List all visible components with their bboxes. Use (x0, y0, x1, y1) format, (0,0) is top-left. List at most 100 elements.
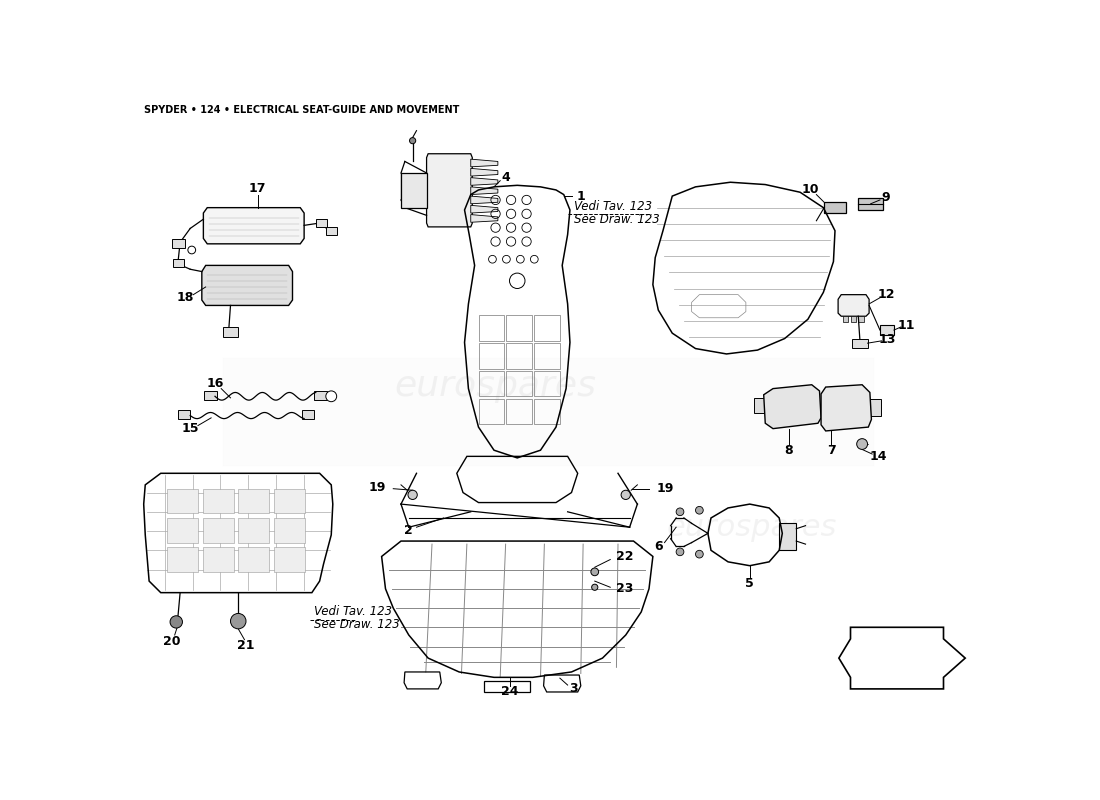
Bar (850, 316, 856, 322)
Circle shape (695, 550, 703, 558)
Polygon shape (204, 208, 304, 244)
Circle shape (409, 138, 416, 144)
Circle shape (676, 548, 684, 556)
Text: 15: 15 (182, 422, 199, 435)
Bar (301, 410, 315, 419)
Text: 7: 7 (827, 444, 836, 457)
Bar (478, 371, 504, 396)
Text: 17: 17 (249, 182, 266, 195)
Text: eurospares: eurospares (395, 369, 596, 402)
Text: 20: 20 (163, 634, 180, 648)
Text: SPYDER • 124 • ELECTRICAL SEAT-GUIDE AND MOVEMENT: SPYDER • 124 • ELECTRICAL SEAT-GUIDE AND… (144, 106, 459, 115)
Bar (173, 239, 185, 249)
Bar (843, 316, 848, 322)
Text: 14: 14 (870, 450, 887, 463)
Bar (755, 398, 766, 414)
Circle shape (621, 490, 630, 499)
Bar (274, 547, 305, 572)
Bar (326, 227, 337, 234)
Text: Vedi Tav. 123: Vedi Tav. 123 (315, 606, 393, 618)
Bar (178, 410, 190, 419)
Text: eurospares: eurospares (667, 513, 836, 542)
Text: 5: 5 (746, 577, 755, 590)
Polygon shape (471, 196, 498, 204)
Polygon shape (222, 358, 873, 466)
Bar (315, 391, 327, 400)
Bar (202, 489, 233, 514)
Circle shape (592, 584, 598, 590)
Polygon shape (471, 168, 498, 176)
Text: 4: 4 (502, 171, 510, 184)
Bar (202, 547, 233, 572)
Text: 1: 1 (576, 190, 585, 202)
Text: 19: 19 (657, 482, 674, 495)
Bar (506, 315, 532, 341)
Text: 8: 8 (784, 444, 793, 457)
Bar (316, 219, 327, 227)
Circle shape (408, 490, 417, 499)
Bar (202, 518, 233, 542)
Bar (239, 489, 270, 514)
Bar (205, 391, 217, 400)
Bar (506, 398, 532, 424)
Bar (173, 259, 184, 267)
Text: 3: 3 (569, 682, 578, 695)
Circle shape (170, 616, 183, 628)
Text: 18: 18 (177, 291, 195, 304)
Circle shape (676, 508, 684, 516)
Bar (535, 371, 560, 396)
Text: 13: 13 (879, 333, 896, 346)
Bar (535, 315, 560, 341)
Polygon shape (471, 206, 498, 213)
Text: 21: 21 (238, 639, 255, 652)
Bar (880, 326, 894, 334)
Bar (239, 547, 270, 572)
Bar (167, 518, 198, 542)
Bar (239, 518, 270, 542)
Bar (167, 489, 198, 514)
Text: 6: 6 (654, 540, 662, 553)
Text: 22: 22 (616, 550, 634, 563)
Text: 11: 11 (898, 319, 915, 332)
Bar (478, 398, 504, 424)
Bar (535, 343, 560, 369)
Text: See Draw. 123: See Draw. 123 (315, 618, 400, 631)
Bar (274, 518, 305, 542)
Bar (858, 316, 864, 322)
Bar (824, 202, 846, 213)
Bar (779, 523, 796, 550)
Text: 16: 16 (207, 378, 223, 390)
Text: 12: 12 (878, 288, 895, 301)
Bar (478, 343, 504, 369)
Polygon shape (821, 385, 871, 431)
Polygon shape (201, 266, 293, 306)
Text: 10: 10 (802, 183, 818, 197)
Bar (852, 338, 868, 348)
Bar (535, 398, 560, 424)
Bar (222, 327, 239, 337)
Text: 19: 19 (368, 481, 385, 494)
Bar (870, 398, 881, 415)
Polygon shape (838, 294, 869, 316)
Bar (167, 547, 198, 572)
Text: Vedi Tav. 123: Vedi Tav. 123 (574, 200, 652, 213)
Bar (274, 489, 305, 514)
Bar (478, 315, 504, 341)
Circle shape (188, 246, 196, 254)
Polygon shape (471, 214, 498, 222)
Bar (506, 371, 532, 396)
Bar (402, 173, 427, 208)
Polygon shape (471, 187, 498, 194)
Bar (484, 682, 530, 692)
Circle shape (231, 614, 246, 629)
Circle shape (695, 506, 703, 514)
Polygon shape (471, 159, 498, 167)
Text: 23: 23 (616, 582, 634, 595)
Circle shape (591, 568, 598, 576)
Polygon shape (471, 178, 498, 186)
Bar (506, 343, 532, 369)
Circle shape (326, 391, 337, 402)
Text: See Draw. 123: See Draw. 123 (574, 213, 660, 226)
Text: 9: 9 (881, 191, 890, 204)
Polygon shape (427, 154, 472, 227)
